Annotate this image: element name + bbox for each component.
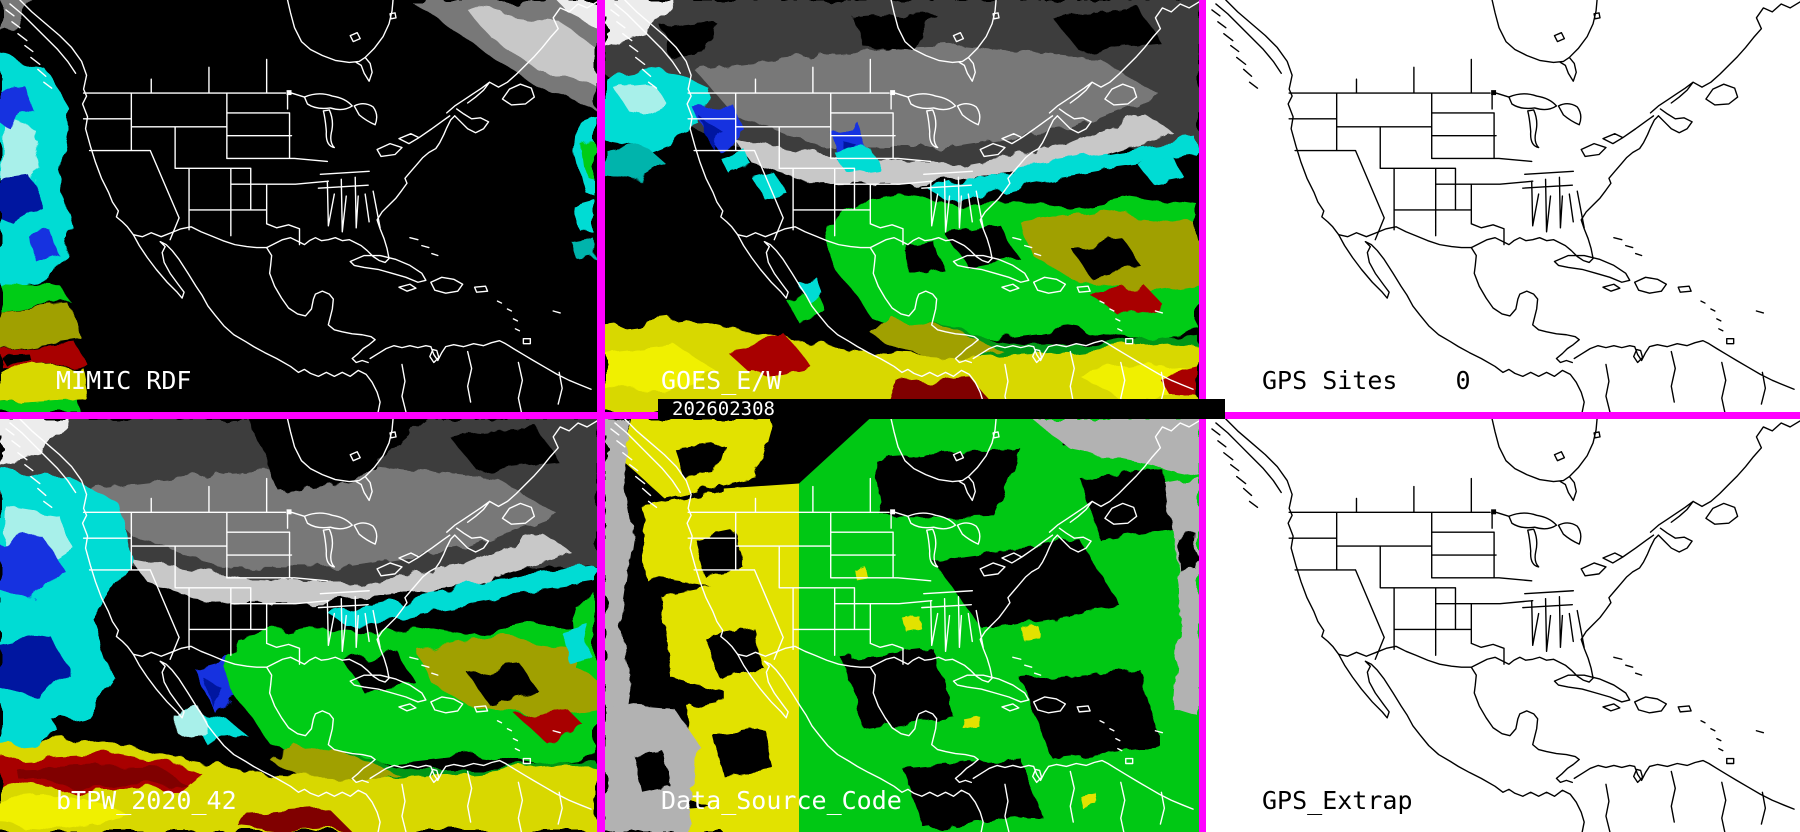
panel-label-data-source-code: Data_Source_Code bbox=[661, 786, 902, 815]
panel-label-gps-sites: GPS Sites 0 bbox=[1262, 366, 1471, 395]
timestamp-bar: 202602308 bbox=[658, 399, 1225, 419]
data-source-code-image bbox=[605, 419, 1199, 832]
panel-btpw-2020-42: bTPW_2020_42 bbox=[0, 419, 597, 832]
timestamp-text: 202602308 bbox=[672, 398, 775, 420]
panel-label-btpw-2020-42: bTPW_2020_42 bbox=[56, 786, 237, 815]
panel-gps-sites: GPS Sites 0 bbox=[1206, 0, 1800, 412]
gps-sites-count: 0 bbox=[1455, 366, 1471, 395]
btpw-image bbox=[0, 419, 597, 832]
panel-goes-ew: GOES_E/W bbox=[605, 0, 1199, 412]
panel-label-goes-ew: GOES_E/W bbox=[661, 366, 782, 395]
gps-extrap-map bbox=[1206, 419, 1800, 832]
panel-label-gps-extrap: GPS_Extrap bbox=[1262, 786, 1413, 815]
gps-sites-map bbox=[1206, 0, 1800, 412]
panel-label-mimic-rdf: MIMIC RDF bbox=[56, 366, 192, 395]
goes-ew-image bbox=[605, 0, 1199, 412]
mimic-rdf-image bbox=[0, 0, 597, 412]
panel-mimic-rdf: MIMIC RDF bbox=[0, 0, 597, 412]
panel-gps-extrap: GPS_Extrap bbox=[1206, 419, 1800, 832]
panel-data-source-code: Data_Source_Code bbox=[605, 419, 1199, 832]
